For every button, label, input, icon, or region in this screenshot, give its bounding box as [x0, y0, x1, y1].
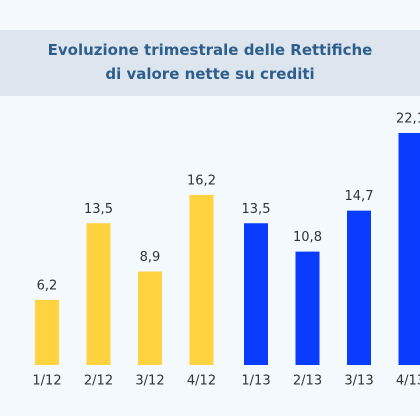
x-tick-label: 4/13 — [396, 374, 420, 389]
chart-title: Evoluzione trimestrale delle Rettifiche … — [0, 30, 420, 96]
x-tick-label: 3/12 — [135, 374, 164, 389]
x-tick-label: 2/13 — [293, 374, 322, 389]
bar — [347, 210, 371, 365]
data-label: 16,2 — [187, 173, 216, 188]
bar — [35, 299, 59, 365]
bar — [138, 271, 162, 365]
data-label: 6,2 — [37, 278, 58, 293]
x-tick-label: 1/12 — [32, 374, 61, 389]
bar — [189, 194, 214, 365]
bar — [244, 223, 268, 365]
data-label: 10,8 — [293, 230, 322, 245]
data-label: 8,9 — [140, 250, 161, 265]
data-label: 14,7 — [345, 189, 374, 204]
x-tick-label: 3/13 — [344, 374, 373, 389]
bar — [86, 223, 111, 365]
bar — [295, 251, 320, 365]
x-tick-label: 2/12 — [84, 374, 113, 389]
data-label: 13,5 — [84, 202, 113, 217]
x-tick-label: 1/13 — [241, 374, 270, 389]
x-tick-label: 4/12 — [187, 374, 216, 389]
data-label: 13,5 — [242, 202, 271, 217]
bar — [398, 132, 420, 365]
data-label: 22,1 — [396, 111, 420, 126]
